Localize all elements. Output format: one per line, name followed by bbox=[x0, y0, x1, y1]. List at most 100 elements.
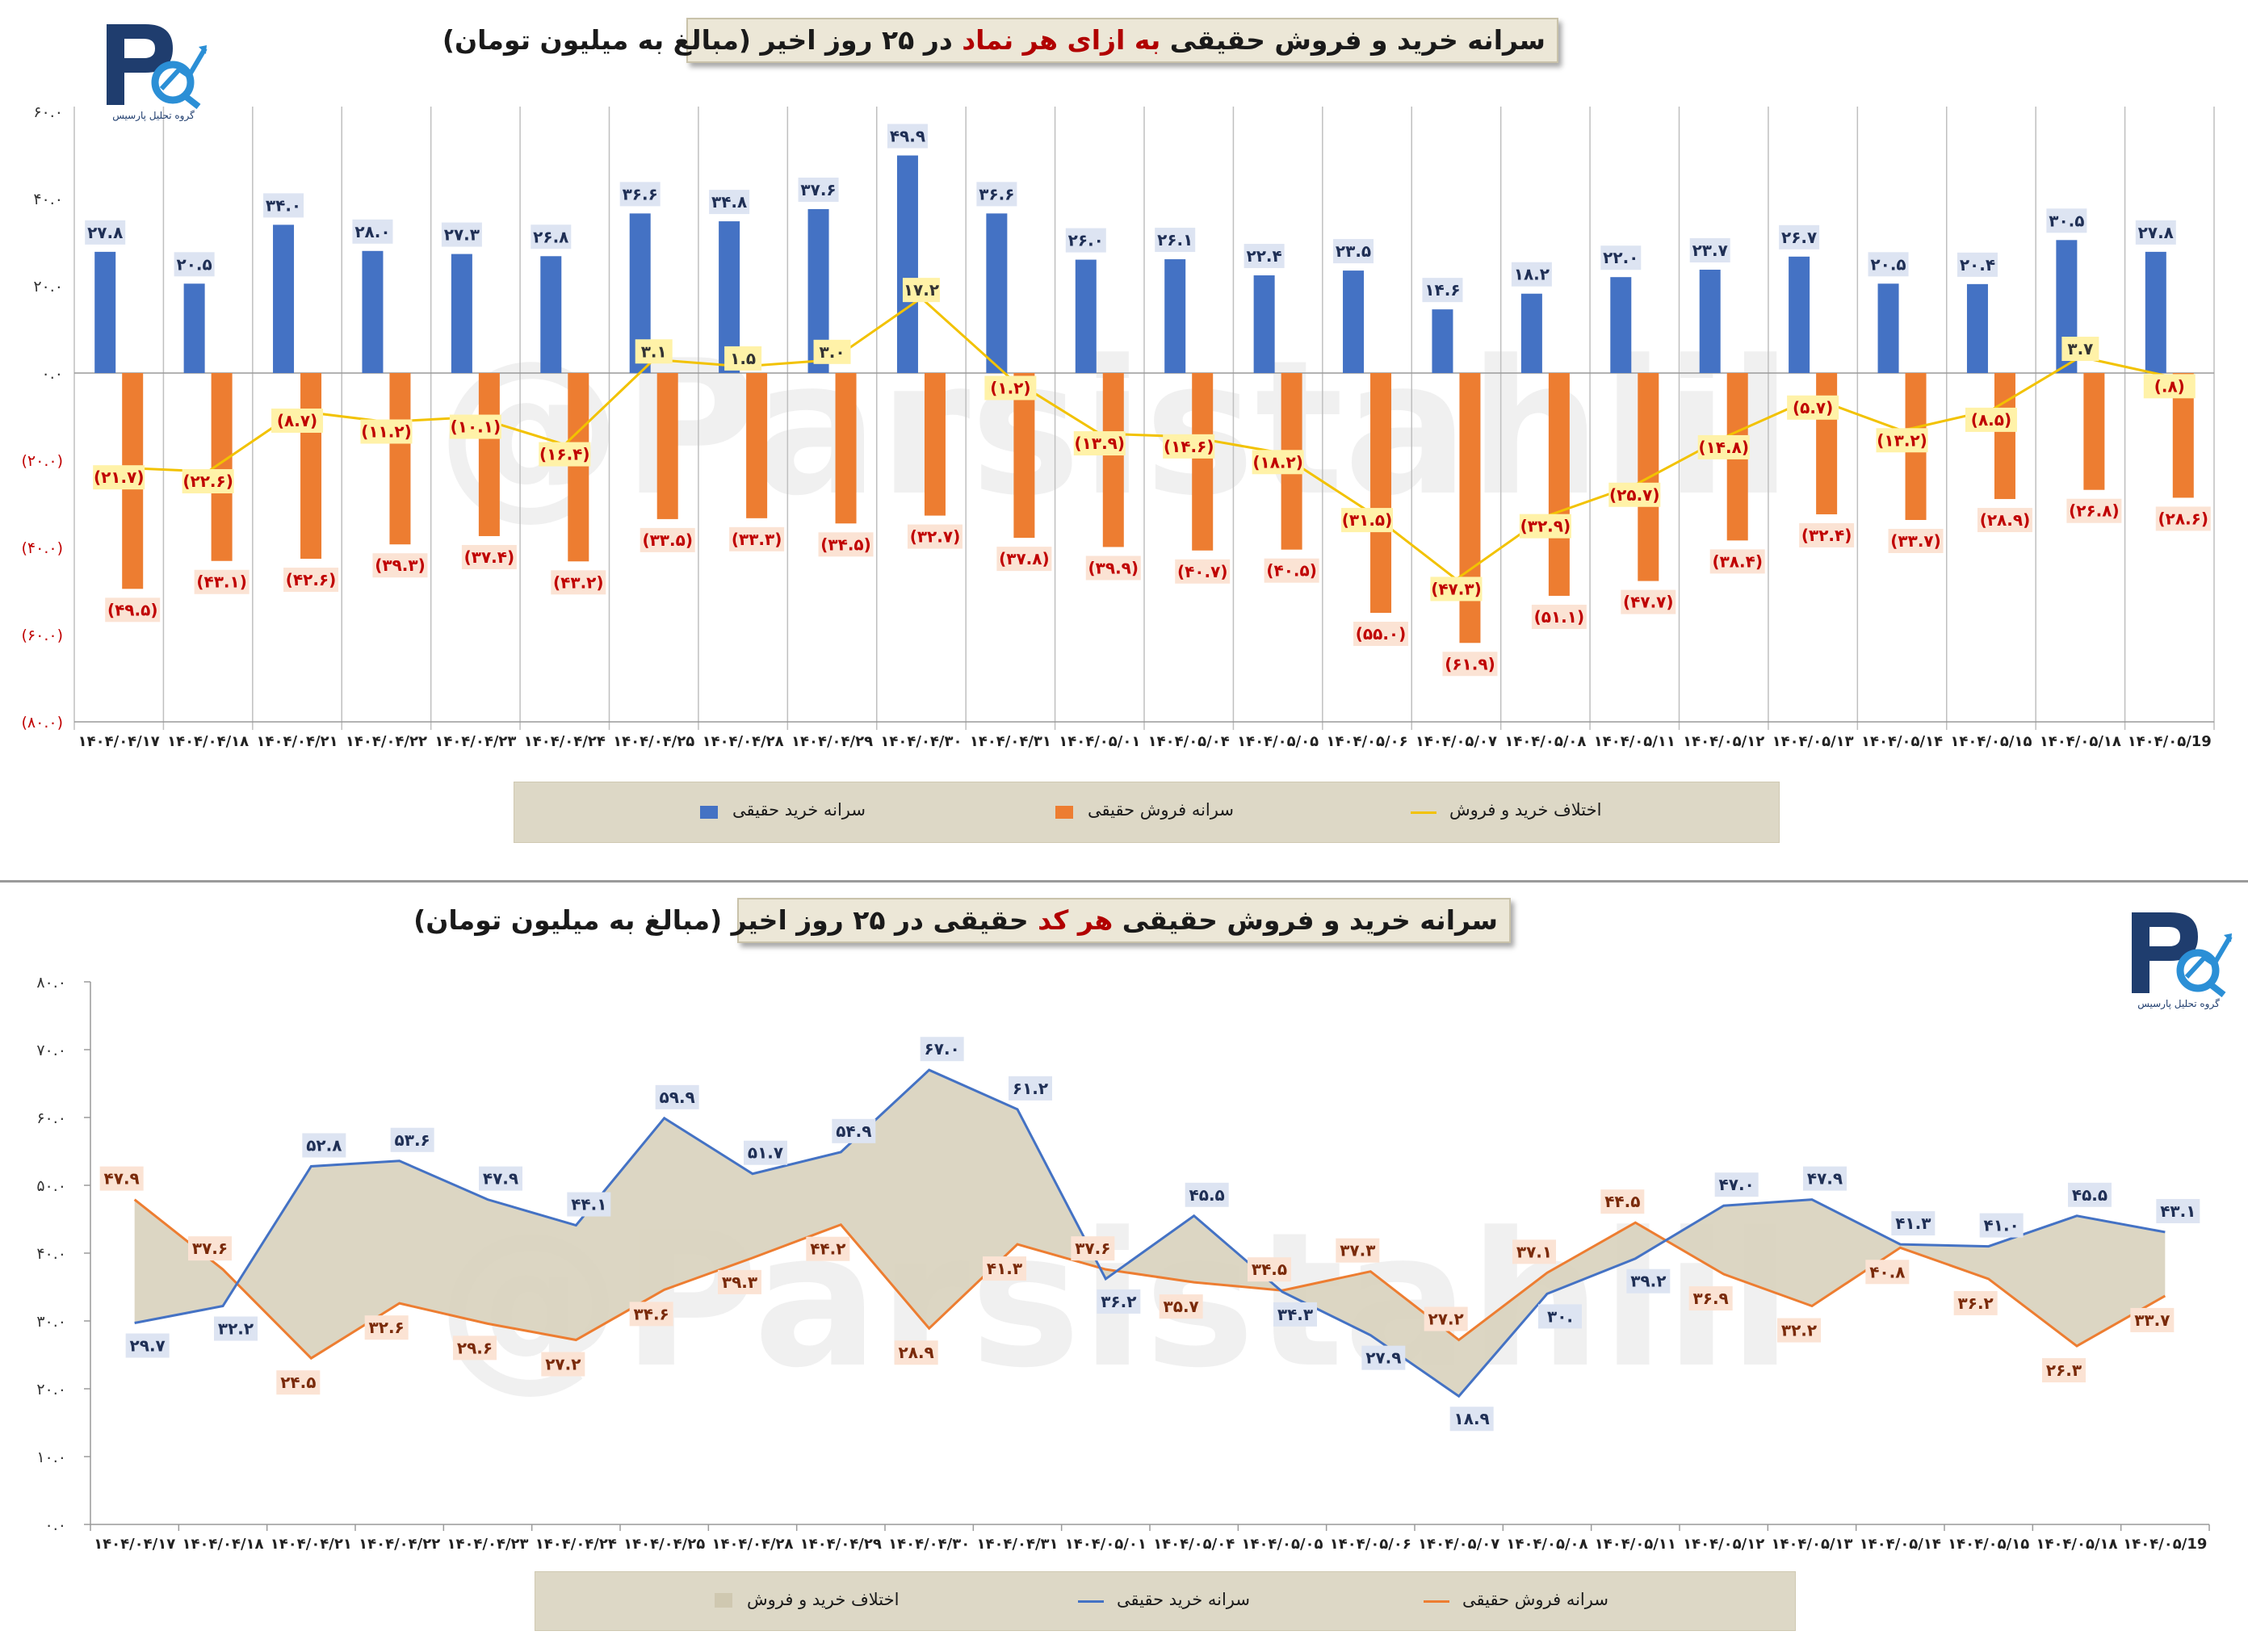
chart1-sell-label-bg bbox=[461, 544, 517, 569]
chart2-sell-label-bg bbox=[1688, 1286, 1733, 1311]
chart1-sell-label-bg bbox=[2066, 498, 2122, 523]
chart1-diff-label: (۱۳.۲) bbox=[1877, 430, 1927, 450]
chart2-sell-label-bg bbox=[276, 1370, 321, 1395]
legend-buy-line-swatch bbox=[1078, 1600, 1104, 1603]
chart1-sell-label-bg bbox=[729, 526, 785, 551]
chart2-buy-label: ۵۴.۹ bbox=[836, 1122, 871, 1141]
chart1-sell-bar bbox=[924, 373, 946, 516]
chart1-sell-bar bbox=[568, 373, 589, 562]
chart1-title-highlight: به ازای هر نماد bbox=[962, 24, 1161, 56]
chart2-buy-label: ۵۱.۷ bbox=[748, 1143, 783, 1163]
chart1-sell-label-bg bbox=[105, 597, 161, 623]
chart2-sell-label-bg bbox=[364, 1315, 409, 1340]
chart1-ytick: ۲۰.۰ bbox=[33, 278, 63, 296]
chart1-category-label: ۱۴۰۴/۰۵/19 bbox=[2128, 733, 2212, 750]
chart2-category-label: ۱۴۰۴/۰۵/۰۴ bbox=[1153, 1536, 1235, 1553]
chart2-buy-label: ۳۰. bbox=[1547, 1306, 1573, 1326]
chart1-sell-label: (۵۱.۱) bbox=[1534, 607, 1585, 627]
legend-diff-swatch bbox=[1411, 811, 1436, 814]
chart1-buy-bar bbox=[1877, 283, 1899, 373]
logo-mark-icon bbox=[107, 24, 208, 110]
chart2-buy-label: ۴۱.۳ bbox=[1895, 1214, 1931, 1233]
chart2-category-label: ۱۴۰۴/۰۴/۲۱ bbox=[271, 1536, 352, 1553]
chart1-sell-label: (۴۲.۶) bbox=[286, 570, 337, 589]
chart2-title-part2: حقیقی در ۲۵ روز اخیر (مبالغ به میلیون تو… bbox=[413, 904, 1038, 936]
chart1-sell-label: (۲۸.۶) bbox=[2158, 509, 2209, 528]
chart1-category-label: ۱۴۰۴/۰۵/۱۴ bbox=[1861, 733, 1943, 750]
chart1-sell-label: (۴۳.۱) bbox=[196, 572, 247, 592]
chart1-buy-bar bbox=[273, 224, 295, 373]
chart1-buy-bar bbox=[1253, 275, 1275, 373]
brand-logo-top bbox=[99, 16, 212, 121]
chart2-buy-label-bg bbox=[2156, 1198, 2200, 1223]
legend-sell-line-swatch bbox=[1424, 1600, 1449, 1603]
legend-sell-swatch bbox=[1055, 806, 1073, 819]
legend-band-swatch bbox=[715, 1593, 732, 1608]
chart2-category-label: ۱۴۰۴/۰۴/۲۴ bbox=[535, 1536, 617, 1553]
chart2-category-label: ۱۴۰۴/۰۵/۰۶ bbox=[1330, 1536, 1411, 1553]
legend-sell-line-label: سرانه فروش حقیقی bbox=[1462, 1590, 1608, 1609]
chart1-ytick: ۰.۰ bbox=[42, 365, 63, 383]
chart2-ytick: ۰.۰ bbox=[45, 1516, 66, 1534]
chart2-sell-label-bg bbox=[99, 1166, 144, 1191]
chart1-sell-label-bg bbox=[551, 570, 606, 595]
chart1-category-label: ۱۴۰۴/۰۴/۳۰ bbox=[880, 733, 962, 750]
chart2-sell-label: ۳۴.۵ bbox=[1252, 1260, 1287, 1279]
chart2-sell-label-bg bbox=[983, 1256, 1026, 1281]
chart2-sell-label: ۲۸.۹ bbox=[899, 1343, 934, 1362]
chart1-buy-label-bg bbox=[531, 224, 572, 249]
chart1-sell-label: (۳۴.۵) bbox=[820, 535, 871, 554]
chart2-sell-label: ۳۷.۱ bbox=[1516, 1242, 1552, 1261]
chart1-buy-label-bg bbox=[1333, 239, 1374, 264]
chart2-sell-label: ۳۶.۹ bbox=[1693, 1289, 1729, 1308]
chart1-diff-label: ۱۷.۲ bbox=[904, 280, 939, 300]
chart2-sell-label-bg bbox=[629, 1302, 673, 1327]
chart1-category-label: ۱۴۰۴/۰۵/۰۷ bbox=[1415, 733, 1497, 750]
chart1-buy-label-bg bbox=[709, 190, 750, 215]
chart1-sell-bar bbox=[656, 373, 678, 519]
chart1-diff-label-bg bbox=[360, 419, 413, 444]
chart2-category-label: ۱۴۰۴/۰۴/۲۹ bbox=[800, 1536, 882, 1553]
chart1-sell-bar bbox=[1102, 373, 1124, 547]
chart1-buy-bar bbox=[540, 256, 562, 373]
chart2-title: سرانه خرید و فروش حقیقی هر کد حقیقی در ۲… bbox=[413, 898, 1511, 943]
chart1-sell-label: (۴۰.۷) bbox=[1177, 562, 1228, 581]
chart2-ytick: ۳۰.۰ bbox=[36, 1313, 66, 1331]
chart1-diff-label-bg bbox=[1608, 482, 1661, 507]
chart2-buy-label-bg bbox=[1361, 1345, 1406, 1370]
chart2-sell-label-bg bbox=[894, 1340, 938, 1365]
chart2-buy-label: ۵۳.۶ bbox=[395, 1130, 430, 1150]
chart2-ytick: ۷۰.۰ bbox=[36, 1042, 66, 1059]
chart1-buy-label-bg bbox=[1155, 228, 1196, 253]
chart2-category-label: ۱۴۰۴/۰۵/۱۸ bbox=[2036, 1536, 2117, 1553]
chart1-category-label: ۱۴۰۴/۰۴/۱۷ bbox=[78, 733, 160, 750]
chart2-category-label: ۱۴۰۴/۰۴/۳۰ bbox=[888, 1536, 970, 1553]
chart1-diff-label: (۱۰.۱) bbox=[451, 417, 501, 437]
chart1-sell-label-bg bbox=[1709, 549, 1765, 574]
chart2-buy-label: ۴۴.۱ bbox=[571, 1195, 606, 1214]
chart1-sell-bar bbox=[746, 373, 768, 518]
chart1-ytick: (۲۰.۰) bbox=[22, 452, 63, 470]
chart1-sell-bar bbox=[1459, 373, 1481, 644]
chart2-buy-label-bg bbox=[655, 1084, 699, 1109]
chart2-buy-label: ۶۱.۲ bbox=[1013, 1079, 1048, 1098]
chart2-category-label: ۱۴۰۴/۰۴/۲۸ bbox=[711, 1536, 793, 1553]
chart1-buy-label: ۲۰.۵ bbox=[1870, 254, 1906, 274]
chart1-diff-label-bg bbox=[1252, 450, 1304, 475]
chart2-sell-label-bg bbox=[1424, 1306, 1468, 1331]
chart1-buy-bar bbox=[183, 283, 205, 373]
chart1-category-label: ۱۴۰۴/۰۴/۲۸ bbox=[702, 733, 784, 750]
chart1-category-label: ۱۴۰۴/۰۴/۲۴ bbox=[524, 733, 606, 750]
chart1-ytick: (۸۰.۰) bbox=[22, 714, 63, 732]
chart1-buy-label: ۳۶.۶ bbox=[979, 184, 1014, 203]
chart1-diff-label-bg bbox=[1341, 508, 1394, 533]
chart1-diff-label: (۱۱.۲) bbox=[361, 421, 412, 441]
chart1-diff-label: (۱۶.۴) bbox=[539, 445, 590, 464]
chart1-buy-label-bg bbox=[976, 182, 1017, 207]
chart2-ytick: ۱۰.۰ bbox=[36, 1449, 66, 1466]
chart2-sell-label: ۳۲.۲ bbox=[1781, 1321, 1817, 1340]
chart1-buy-label-bg bbox=[1779, 224, 1820, 249]
chart1-buy-label: ۲۳.۷ bbox=[1692, 241, 1728, 260]
chart1-diff-label: (۲۵.۷) bbox=[1609, 485, 1660, 505]
chart1-buy-bar bbox=[1789, 256, 1810, 373]
